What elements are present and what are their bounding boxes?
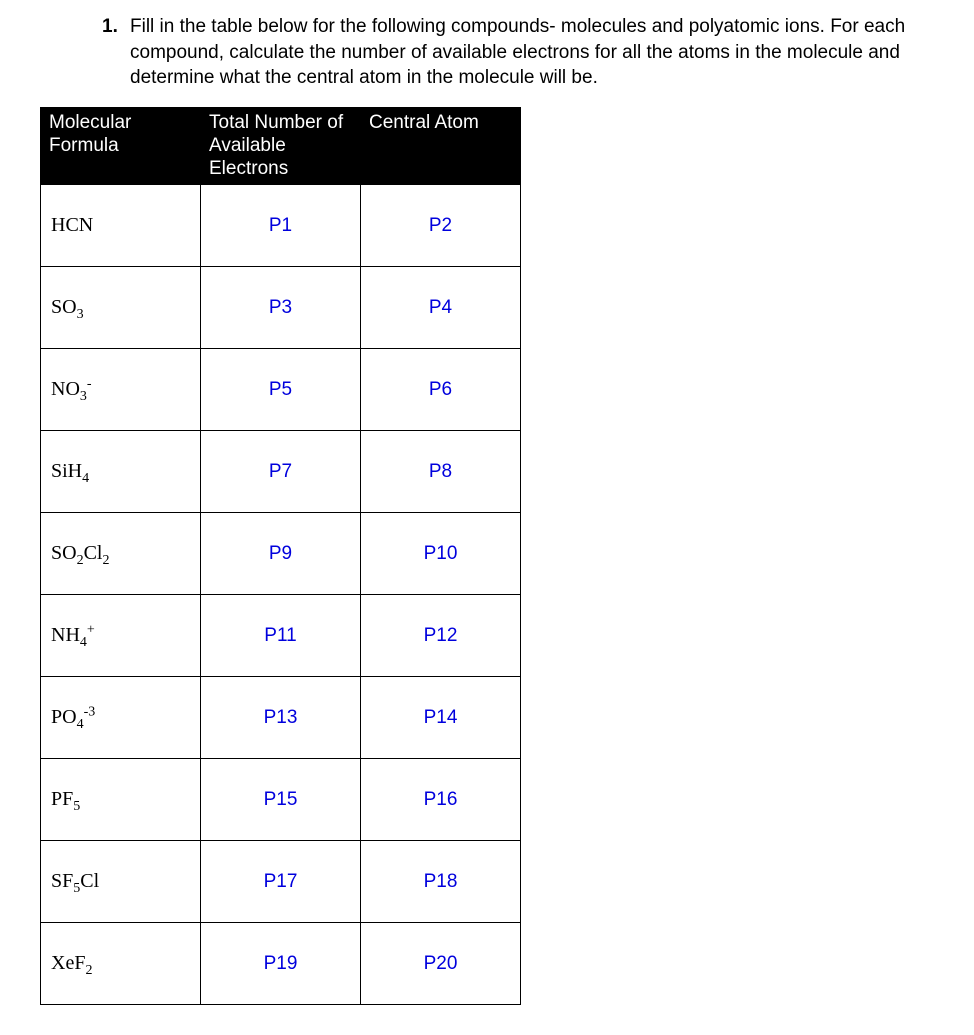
- electrons-cell: P17: [201, 841, 361, 923]
- electrons-cell: P5: [201, 349, 361, 431]
- central-atom-cell: P6: [361, 349, 521, 431]
- table-row: SiH4P7P8: [41, 431, 521, 513]
- compound-table: Molecular Formula Total Number of Availa…: [40, 107, 521, 1005]
- page: 1. Fill in the table below for the follo…: [0, 0, 974, 1035]
- formula-cell: PF5: [41, 759, 201, 841]
- formula-cell: SO2Cl2: [41, 513, 201, 595]
- formula-cell: SO3: [41, 267, 201, 349]
- table-row: HCNP1P2: [41, 185, 521, 267]
- table-body: HCNP1P2SO3P3P4NO3-P5P6SiH4P7P8SO2Cl2P9P1…: [41, 185, 521, 1005]
- table-row: PO4-3P13P14: [41, 677, 521, 759]
- table-row: SF5ClP17P18: [41, 841, 521, 923]
- question-number: 1.: [102, 14, 130, 91]
- electrons-cell: P3: [201, 267, 361, 349]
- question-block: 1. Fill in the table below for the follo…: [40, 14, 934, 91]
- central-atom-cell: P4: [361, 267, 521, 349]
- central-atom-cell: P8: [361, 431, 521, 513]
- formula-cell: HCN: [41, 185, 201, 267]
- central-atom-cell: P20: [361, 923, 521, 1005]
- table-row: SO3P3P4: [41, 267, 521, 349]
- table-row: NO3-P5P6: [41, 349, 521, 431]
- central-atom-cell: P2: [361, 185, 521, 267]
- electrons-cell: P13: [201, 677, 361, 759]
- formula-cell: SF5Cl: [41, 841, 201, 923]
- central-atom-cell: P16: [361, 759, 521, 841]
- central-atom-cell: P14: [361, 677, 521, 759]
- question-text: Fill in the table below for the followin…: [130, 14, 934, 91]
- formula-cell: SiH4: [41, 431, 201, 513]
- central-atom-cell: P10: [361, 513, 521, 595]
- table-row: XeF2P19P20: [41, 923, 521, 1005]
- electrons-cell: P11: [201, 595, 361, 677]
- formula-cell: XeF2: [41, 923, 201, 1005]
- table-header: Molecular Formula Total Number of Availa…: [41, 107, 521, 184]
- electrons-cell: P19: [201, 923, 361, 1005]
- electrons-cell: P1: [201, 185, 361, 267]
- electrons-cell: P7: [201, 431, 361, 513]
- electrons-cell: P15: [201, 759, 361, 841]
- formula-cell: NO3-: [41, 349, 201, 431]
- col-header-electrons: Total Number of Available Electrons: [201, 107, 361, 184]
- central-atom-cell: P18: [361, 841, 521, 923]
- electrons-cell: P9: [201, 513, 361, 595]
- table-row: SO2Cl2P9P10: [41, 513, 521, 595]
- col-header-central: Central Atom: [361, 107, 521, 184]
- formula-cell: NH4+: [41, 595, 201, 677]
- central-atom-cell: P12: [361, 595, 521, 677]
- col-header-formula: Molecular Formula: [41, 107, 201, 184]
- table-row: PF5P15P16: [41, 759, 521, 841]
- formula-cell: PO4-3: [41, 677, 201, 759]
- table-row: NH4+P11P12: [41, 595, 521, 677]
